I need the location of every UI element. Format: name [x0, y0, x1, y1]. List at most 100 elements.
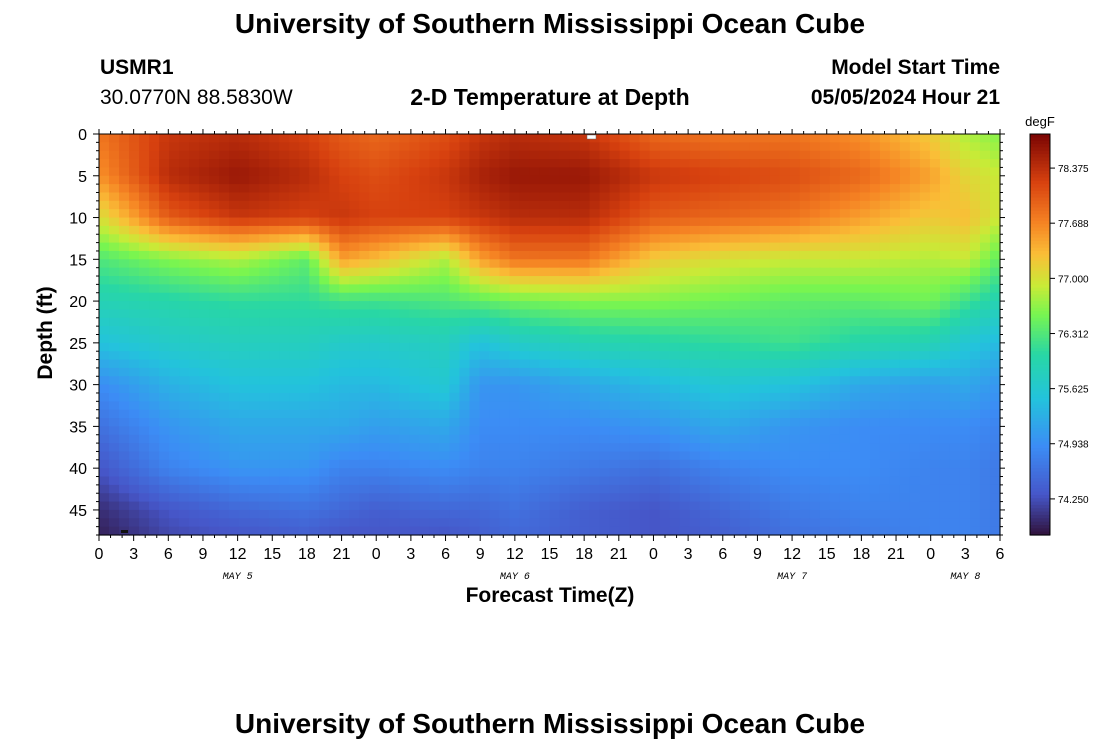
heatmap-cell	[149, 376, 160, 386]
heatmap-cell	[399, 192, 410, 202]
heatmap-cell	[459, 493, 471, 503]
y-tick-label: 20	[69, 294, 87, 311]
heatmap-cell	[119, 459, 130, 469]
colorbar-segment	[1030, 381, 1050, 386]
heatmap-cell	[259, 501, 270, 511]
heatmap-cell	[639, 518, 651, 528]
heatmap-cell	[379, 276, 390, 285]
colorbar-segment	[1030, 434, 1050, 439]
heatmap-cell	[169, 217, 180, 227]
heatmap-cell	[719, 292, 731, 302]
heatmap-cell	[399, 459, 410, 469]
heatmap-cell	[279, 501, 290, 511]
heatmap-cell	[749, 200, 761, 210]
heatmap-cell	[379, 526, 390, 536]
heatmap-cell	[569, 384, 581, 394]
heatmap-cell	[99, 326, 110, 336]
heatmap-cell	[379, 200, 390, 210]
heatmap-cell	[489, 200, 501, 210]
heatmap-cell	[899, 384, 911, 394]
heatmap-cell	[629, 476, 641, 486]
heatmap-cell	[619, 184, 631, 194]
heatmap-cell	[469, 493, 481, 503]
heatmap-cell	[819, 200, 831, 210]
heatmap-cell	[149, 326, 160, 336]
heatmap-cell	[879, 167, 891, 177]
heatmap-cell	[969, 284, 981, 294]
heatmap-cell	[389, 192, 400, 202]
heatmap-cell	[219, 401, 230, 411]
heatmap-cell	[369, 468, 380, 478]
heatmap-cell	[659, 175, 671, 185]
y-axis-label: Depth (ft)	[34, 286, 57, 380]
heatmap-cell	[589, 342, 601, 352]
heatmap-cell	[439, 443, 450, 453]
heatmap-cell	[979, 292, 991, 302]
heatmap-cell	[349, 392, 360, 402]
colorbar-segment	[1030, 387, 1050, 392]
heatmap-cell	[439, 501, 450, 511]
heatmap-cell	[729, 242, 741, 252]
heatmap-cell	[609, 200, 621, 210]
heatmap-cell	[939, 501, 951, 511]
heatmap-cell	[219, 509, 230, 519]
heatmap-cell	[259, 434, 270, 444]
heatmap-cell	[739, 359, 751, 369]
heatmap-cell	[539, 209, 551, 219]
heatmap-cell	[379, 384, 390, 394]
heatmap-cell	[639, 301, 651, 311]
heatmap-cell	[869, 292, 881, 302]
heatmap-cell	[939, 509, 951, 519]
heatmap-cell	[509, 426, 521, 436]
heatmap-cell	[439, 418, 450, 427]
heatmap-cell	[509, 150, 521, 160]
heatmap-cell	[479, 301, 491, 311]
heatmap-cell	[239, 142, 250, 152]
heatmap-cell	[349, 484, 360, 494]
heatmap-cell	[559, 242, 571, 252]
heatmap-cell	[669, 242, 681, 252]
heatmap-cell	[599, 200, 611, 210]
heatmap-cell	[919, 225, 931, 235]
heatmap-cell	[629, 326, 641, 336]
heatmap-cell	[899, 376, 911, 386]
heatmap-cell	[969, 476, 981, 486]
heatmap-cell	[469, 526, 481, 536]
heatmap-cell	[529, 493, 541, 503]
heatmap-cell	[769, 209, 781, 219]
heatmap-cell	[909, 309, 921, 319]
heatmap-cell	[719, 468, 731, 478]
heatmap-cell	[279, 250, 290, 260]
heatmap-cell	[179, 342, 190, 352]
heatmap-cell	[839, 426, 851, 436]
heatmap-cell	[219, 418, 230, 427]
heatmap-cell	[99, 426, 110, 436]
heatmap-cell	[319, 225, 330, 235]
heatmap-cell	[799, 234, 811, 244]
heatmap-cell	[819, 392, 831, 402]
heatmap-cell	[329, 192, 340, 202]
heatmap-cell	[289, 418, 300, 427]
heatmap-cell	[99, 276, 110, 285]
heatmap-cell	[589, 493, 601, 503]
heatmap-cell	[469, 426, 481, 436]
heatmap-cell	[729, 301, 741, 311]
heatmap-cell	[279, 434, 290, 444]
heatmap-cell	[639, 267, 651, 277]
heatmap-cell	[749, 159, 761, 169]
heatmap-cell	[99, 225, 110, 235]
heatmap-cell	[309, 175, 320, 185]
heatmap-cell	[979, 342, 991, 352]
x-tick-label: 6	[441, 546, 450, 563]
heatmap-cell	[779, 167, 791, 177]
heatmap-cell	[359, 159, 370, 169]
heatmap-cell	[929, 501, 941, 511]
heatmap-cell	[729, 376, 741, 386]
heatmap-cell	[909, 509, 921, 519]
heatmap-cell	[149, 409, 160, 419]
heatmap-cell	[459, 476, 471, 486]
heatmap-cell	[919, 167, 931, 177]
heatmap-cell	[109, 484, 120, 494]
colorbar-tick-label: 74.938	[1058, 440, 1089, 451]
heatmap-cell	[799, 326, 811, 336]
